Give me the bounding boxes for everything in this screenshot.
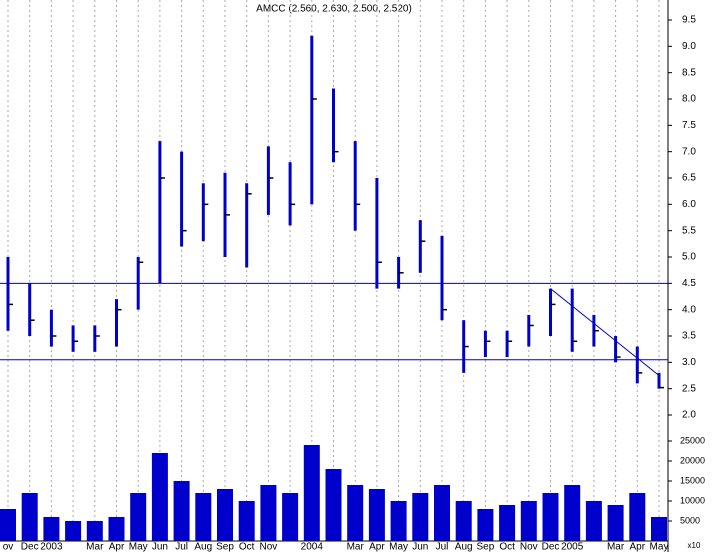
volume-bar [130, 493, 147, 541]
y-tick-label: 8.5 [682, 67, 696, 78]
y-tick-label: 4.5 [682, 278, 696, 289]
x-tick-label: Nov [260, 542, 278, 552]
volume-bar [542, 493, 559, 541]
x-tick-label: Dec [542, 542, 560, 552]
volume-bar [65, 521, 82, 541]
volume-bar [368, 489, 385, 541]
x-tick-label: May [389, 542, 408, 552]
volume-bar [390, 501, 407, 541]
y-tick-label: 9.0 [682, 41, 696, 52]
volume-bar [0, 509, 16, 541]
volume-bar [86, 521, 103, 541]
x-tick-label: Apr [369, 542, 385, 552]
volume-bar [238, 501, 255, 541]
x-tick-label: Jul [436, 542, 449, 552]
volume-bar [607, 505, 624, 541]
volume-bar [195, 493, 212, 541]
y-tick-label: 10000 [680, 495, 705, 505]
y-tick-label: 6.5 [682, 173, 696, 184]
volume-bar [629, 493, 646, 541]
volume-bar [434, 485, 450, 541]
volume-bar [173, 481, 190, 541]
volume-bar [325, 469, 342, 541]
volume-bar [477, 509, 494, 541]
x-tick-label: Jun [412, 542, 428, 552]
y-tick-label: 25000 [680, 435, 705, 445]
y-tick-label: 2.0 [682, 410, 696, 421]
y-tick-label: 5.5 [682, 225, 696, 236]
volume-unit: x10 [688, 541, 701, 550]
volume-bar [21, 493, 38, 541]
y-tick-label: 2.5 [682, 383, 696, 394]
volume-bar [412, 493, 429, 541]
y-tick-label: 8.0 [682, 94, 696, 105]
x-tick-label: Mar [347, 542, 365, 552]
x-tick-label: Oct [499, 542, 515, 552]
y-tick-label: 3.0 [682, 357, 696, 368]
y-tick-label: 5000 [680, 515, 700, 525]
y-tick-label: 7.0 [682, 146, 696, 157]
x-tick-label: Sep [216, 542, 234, 552]
x-tick-label: Jul [175, 542, 188, 552]
x-tick-label: Mar [86, 542, 104, 552]
volume-bar [217, 489, 233, 541]
x-tick-label: Oct [239, 542, 255, 552]
y-tick-label: 7.5 [682, 120, 696, 131]
x-tick-label: 2003 [40, 542, 63, 552]
volume-bar [520, 501, 537, 541]
x-tick-label: May [129, 542, 148, 552]
y-tick-label: 4.0 [682, 304, 696, 315]
x-tick-label: Apr [630, 542, 646, 552]
x-tick-label: ov [3, 542, 14, 552]
x-tick-label: Apr [109, 542, 125, 552]
volume-bar [347, 485, 364, 541]
volume-bar [282, 493, 299, 541]
volume-bar [651, 517, 667, 541]
x-tick-label: May [650, 542, 669, 552]
volume-bar [108, 517, 125, 541]
x-tick-label: Nov [520, 542, 538, 552]
x-tick-label: Aug [194, 542, 212, 552]
volume-bar [260, 485, 277, 541]
x-tick-label: Jun [152, 542, 168, 552]
volume-bar [455, 501, 472, 541]
volume-bar [303, 445, 320, 541]
y-tick-label: 9.5 [682, 15, 696, 26]
x-tick-label: Dec [21, 542, 39, 552]
trend-line [550, 288, 660, 376]
y-tick-label: 20000 [680, 455, 705, 465]
y-tick-label: 15000 [680, 475, 705, 485]
y-tick-label: 6.0 [682, 199, 696, 210]
volume-bar [585, 501, 602, 541]
volume-bar [151, 453, 168, 541]
volume-bar [564, 485, 581, 541]
chart-title: AMCC (2.560, 2.630, 2.500, 2.520) [256, 4, 412, 15]
x-tick-label: Mar [607, 542, 625, 552]
volume-bar [43, 517, 60, 541]
x-tick-label: Sep [477, 542, 495, 552]
y-tick-label: 5.0 [682, 252, 696, 263]
x-tick-label: Aug [455, 542, 473, 552]
volume-bar [499, 505, 516, 541]
x-tick-label: 2005 [561, 542, 584, 552]
x-tick-label: 2004 [301, 542, 324, 552]
y-tick-label: 3.5 [682, 331, 696, 342]
